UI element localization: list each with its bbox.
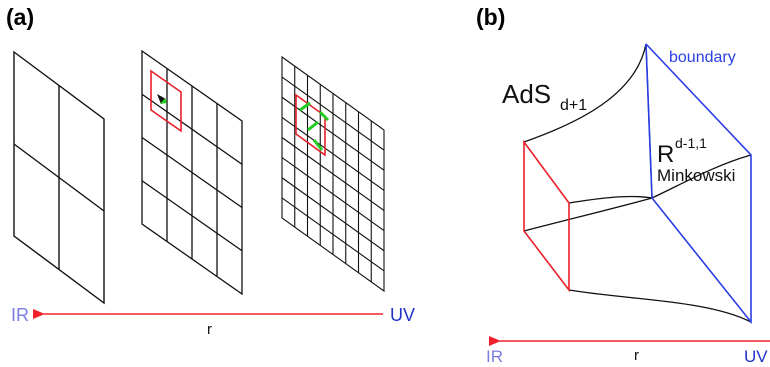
lattice-medium-line xyxy=(141,136,243,209)
ads-label: AdS d+1 xyxy=(502,79,587,114)
lattice-fine-outline xyxy=(281,55,385,293)
panel-a: (a) xyxy=(6,4,415,338)
flow-arrow xyxy=(307,120,319,132)
coarse-flow-arrow xyxy=(157,94,166,104)
uv-label-a: UV xyxy=(390,305,415,325)
minkowski-label-name: Minkowski xyxy=(657,166,735,185)
minkowski-label-base: R xyxy=(657,141,674,168)
surface-top-edge xyxy=(523,43,647,143)
lattice-fine-line xyxy=(281,157,385,232)
panel-b-label: (b) xyxy=(476,4,505,30)
minkowski-label-superscript: d-1,1 xyxy=(675,135,707,151)
fine-flow-arrows xyxy=(299,101,330,151)
boundary-label: boundary xyxy=(669,49,736,66)
panel-a-label: (a) xyxy=(6,4,34,30)
ir-face xyxy=(523,139,570,293)
surface-inner-edge xyxy=(523,197,653,232)
block-spin-square xyxy=(150,69,182,133)
lattice-coarse xyxy=(13,50,105,305)
lattice-fine-line xyxy=(281,116,385,191)
r-label-a: r xyxy=(207,321,212,338)
lattice-fine-line xyxy=(281,177,385,252)
lattice-fine-line xyxy=(281,96,385,171)
block-spin-square-fine xyxy=(295,93,326,157)
lattice-fine-line xyxy=(281,76,385,151)
ir-face-outline xyxy=(523,139,570,293)
coarse-flow-arrow-green xyxy=(160,98,167,104)
flow-arrow xyxy=(299,101,311,112)
lattice-fine-line xyxy=(281,137,385,211)
boundary-outline xyxy=(645,43,752,325)
panel-b: (b) boundary AdS d+1 R d-1,1 Minkowski xyxy=(476,4,770,366)
boundary-edge xyxy=(645,43,653,199)
minkowski-label: R d-1,1 Minkowski xyxy=(657,135,735,185)
ir-label-a: IR xyxy=(11,305,29,325)
lattice-medium-line xyxy=(141,180,243,252)
lattice-medium xyxy=(141,49,243,296)
ir-label-b: IR xyxy=(486,347,503,366)
flow-arrow xyxy=(318,110,330,122)
ads-label-subscript: d+1 xyxy=(560,97,587,114)
lattice-fine-line xyxy=(281,197,385,272)
uv-label-b: UV xyxy=(744,347,768,366)
lattice-coarse-line xyxy=(13,143,105,212)
ads-label-base: AdS xyxy=(502,79,551,109)
lattice-fine xyxy=(281,55,385,293)
r-label-b: r xyxy=(634,347,639,364)
lattice-medium-outline xyxy=(141,49,243,296)
boundary-face xyxy=(645,43,752,325)
lattice-medium-line xyxy=(141,93,243,165)
flow-arrow xyxy=(312,139,324,151)
lattice-coarse-outline xyxy=(13,50,105,305)
surface-bottom-edge xyxy=(568,289,752,323)
